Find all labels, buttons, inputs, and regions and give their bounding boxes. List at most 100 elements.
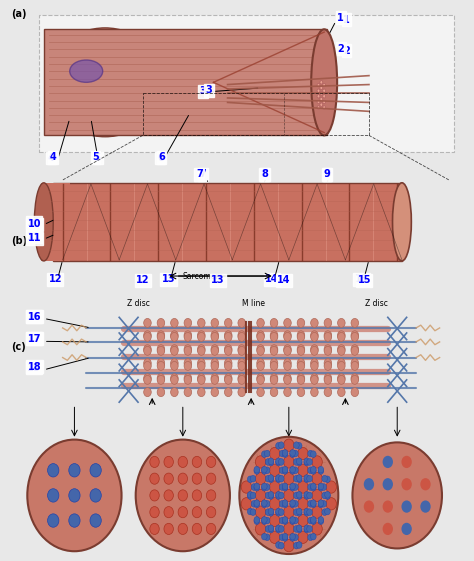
Circle shape <box>178 456 188 467</box>
Circle shape <box>164 473 173 484</box>
Circle shape <box>322 509 328 516</box>
Circle shape <box>322 475 328 482</box>
Text: 10: 10 <box>27 218 41 228</box>
Circle shape <box>292 484 298 490</box>
Circle shape <box>238 331 246 339</box>
Circle shape <box>192 473 201 484</box>
Circle shape <box>270 375 278 384</box>
Circle shape <box>262 534 267 540</box>
Circle shape <box>290 484 295 491</box>
Circle shape <box>250 509 256 516</box>
Circle shape <box>283 506 294 518</box>
Circle shape <box>241 498 252 510</box>
Circle shape <box>254 500 260 507</box>
Circle shape <box>264 467 270 473</box>
Circle shape <box>254 466 260 473</box>
Circle shape <box>283 472 294 485</box>
Circle shape <box>211 331 219 339</box>
Circle shape <box>276 509 281 516</box>
Circle shape <box>292 450 298 457</box>
Circle shape <box>323 100 326 104</box>
Circle shape <box>270 346 278 355</box>
Circle shape <box>282 501 288 508</box>
Circle shape <box>278 475 284 482</box>
Circle shape <box>250 475 256 482</box>
Circle shape <box>304 458 310 465</box>
Circle shape <box>262 484 267 491</box>
Circle shape <box>276 491 281 498</box>
Circle shape <box>296 476 302 482</box>
Circle shape <box>247 493 253 499</box>
Circle shape <box>198 388 205 397</box>
Circle shape <box>310 346 318 355</box>
Circle shape <box>284 358 291 367</box>
Circle shape <box>157 388 164 397</box>
Circle shape <box>284 344 291 353</box>
Circle shape <box>276 476 281 482</box>
Circle shape <box>225 346 232 355</box>
Circle shape <box>283 523 294 535</box>
Circle shape <box>136 440 230 551</box>
Circle shape <box>247 476 253 482</box>
Circle shape <box>144 331 151 339</box>
Circle shape <box>283 456 294 468</box>
Circle shape <box>304 459 310 466</box>
Circle shape <box>144 346 151 355</box>
Text: 14: 14 <box>265 274 279 284</box>
Circle shape <box>150 456 159 467</box>
Circle shape <box>310 501 316 508</box>
Circle shape <box>150 523 159 535</box>
Circle shape <box>317 89 320 93</box>
Text: 10: 10 <box>27 219 41 229</box>
Circle shape <box>297 375 305 384</box>
Text: 8: 8 <box>261 169 267 179</box>
Circle shape <box>292 534 298 541</box>
Circle shape <box>351 331 358 339</box>
Circle shape <box>292 500 298 507</box>
Circle shape <box>254 467 260 474</box>
Circle shape <box>268 475 274 481</box>
Circle shape <box>238 333 246 341</box>
Circle shape <box>262 517 267 523</box>
Circle shape <box>320 103 323 107</box>
Circle shape <box>351 358 358 367</box>
Circle shape <box>262 500 267 507</box>
Circle shape <box>225 375 232 384</box>
Text: 11: 11 <box>27 233 41 243</box>
Text: 4: 4 <box>47 153 55 163</box>
Circle shape <box>312 472 322 485</box>
Circle shape <box>192 523 201 535</box>
Circle shape <box>282 534 288 540</box>
Circle shape <box>211 375 219 384</box>
Circle shape <box>310 484 316 491</box>
Circle shape <box>282 467 288 474</box>
Circle shape <box>238 344 246 353</box>
Circle shape <box>317 84 320 87</box>
Circle shape <box>282 517 288 523</box>
Text: 8: 8 <box>262 169 269 179</box>
Circle shape <box>324 331 332 339</box>
Circle shape <box>284 361 291 370</box>
Circle shape <box>279 517 285 524</box>
Circle shape <box>257 319 264 328</box>
Circle shape <box>312 506 322 518</box>
Circle shape <box>262 451 267 458</box>
Circle shape <box>282 535 288 541</box>
Circle shape <box>265 492 271 499</box>
Circle shape <box>293 526 299 532</box>
Circle shape <box>293 492 299 499</box>
Circle shape <box>144 375 151 384</box>
Circle shape <box>293 458 299 465</box>
Circle shape <box>308 500 313 507</box>
Circle shape <box>276 443 281 449</box>
Circle shape <box>297 346 305 355</box>
Circle shape <box>262 467 267 474</box>
Text: 11: 11 <box>27 232 41 242</box>
Circle shape <box>211 346 219 355</box>
Circle shape <box>144 333 151 341</box>
Circle shape <box>257 331 264 339</box>
Circle shape <box>198 346 205 355</box>
Circle shape <box>238 374 246 383</box>
Circle shape <box>290 451 295 458</box>
Circle shape <box>401 523 412 535</box>
